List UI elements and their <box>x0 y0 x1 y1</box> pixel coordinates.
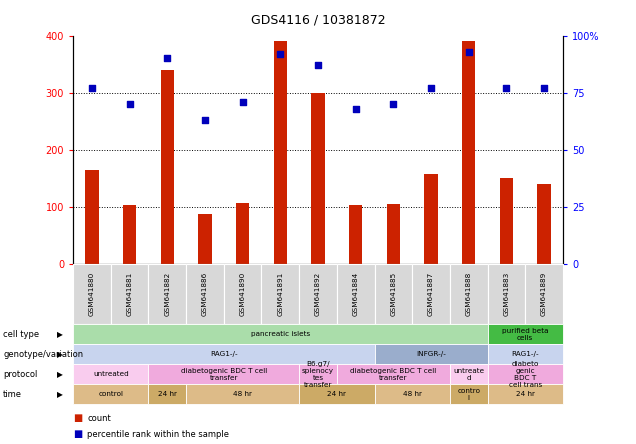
Bar <box>312 93 324 264</box>
Point <box>313 62 323 69</box>
Text: RAG1-/-: RAG1-/- <box>511 351 539 357</box>
Text: untreate
d: untreate d <box>453 368 484 381</box>
Point <box>200 117 210 124</box>
Point <box>426 84 436 91</box>
Text: GSM641888: GSM641888 <box>466 272 472 316</box>
Bar <box>85 170 99 264</box>
Text: GSM641890: GSM641890 <box>240 272 245 316</box>
Text: contro
l: contro l <box>457 388 480 400</box>
Text: diabeto
genic
BDC T
cell trans: diabeto genic BDC T cell trans <box>509 361 542 388</box>
Text: GSM641882: GSM641882 <box>164 272 170 316</box>
Text: 48 hr: 48 hr <box>403 391 422 397</box>
Text: ▶: ▶ <box>57 369 64 379</box>
Text: RAG1-/-: RAG1-/- <box>210 351 238 357</box>
Text: GSM641884: GSM641884 <box>353 272 359 316</box>
Text: 24 hr: 24 hr <box>328 391 347 397</box>
Bar <box>500 178 513 264</box>
Point <box>275 50 286 57</box>
Text: GSM641881: GSM641881 <box>127 272 133 316</box>
Bar <box>424 174 438 264</box>
Text: purified beta
cells: purified beta cells <box>502 328 548 341</box>
Text: 24 hr: 24 hr <box>516 391 535 397</box>
Bar <box>198 214 212 264</box>
Text: count: count <box>87 413 111 423</box>
Text: GSM641880: GSM641880 <box>89 272 95 316</box>
Text: time: time <box>3 389 22 399</box>
Text: GSM641887: GSM641887 <box>428 272 434 316</box>
Point <box>501 84 511 91</box>
Bar <box>161 70 174 264</box>
Text: B6.g7/
splenocy
tes
transfer: B6.g7/ splenocy tes transfer <box>302 361 334 388</box>
Point <box>238 98 248 105</box>
Point <box>87 84 97 91</box>
Text: diabetogenic BDC T cell
transfer: diabetogenic BDC T cell transfer <box>350 368 436 381</box>
Bar <box>462 41 475 264</box>
Text: ▶: ▶ <box>57 389 64 399</box>
Text: INFGR-/-: INFGR-/- <box>416 351 446 357</box>
Text: ▶: ▶ <box>57 329 64 339</box>
Bar <box>537 184 551 264</box>
Point <box>388 101 398 108</box>
Bar <box>123 205 136 264</box>
Point <box>162 55 172 62</box>
Text: cell type: cell type <box>3 329 39 339</box>
Text: ■: ■ <box>73 413 83 423</box>
Text: protocol: protocol <box>3 369 38 379</box>
Text: 24 hr: 24 hr <box>158 391 177 397</box>
Text: GSM641886: GSM641886 <box>202 272 208 316</box>
Text: GDS4116 / 10381872: GDS4116 / 10381872 <box>251 13 385 26</box>
Point <box>350 105 361 112</box>
Text: 48 hr: 48 hr <box>233 391 252 397</box>
Bar <box>236 203 249 264</box>
Text: GSM641885: GSM641885 <box>391 272 396 316</box>
Point <box>464 48 474 55</box>
Text: ▶: ▶ <box>57 349 64 359</box>
Text: GSM641891: GSM641891 <box>277 272 283 316</box>
Text: GSM641892: GSM641892 <box>315 272 321 316</box>
Point <box>539 84 549 91</box>
Text: pancreatic islets: pancreatic islets <box>251 331 310 337</box>
Text: GSM641883: GSM641883 <box>503 272 509 316</box>
Text: untreated: untreated <box>93 371 128 377</box>
Text: ■: ■ <box>73 429 83 439</box>
Bar <box>349 205 363 264</box>
Text: genotype/variation: genotype/variation <box>3 349 83 359</box>
Text: control: control <box>99 391 123 397</box>
Bar <box>273 41 287 264</box>
Point <box>125 101 135 108</box>
Bar <box>387 204 400 264</box>
Text: diabetogenic BDC T cell
transfer: diabetogenic BDC T cell transfer <box>181 368 267 381</box>
Text: percentile rank within the sample: percentile rank within the sample <box>87 429 229 439</box>
Text: GSM641889: GSM641889 <box>541 272 547 316</box>
